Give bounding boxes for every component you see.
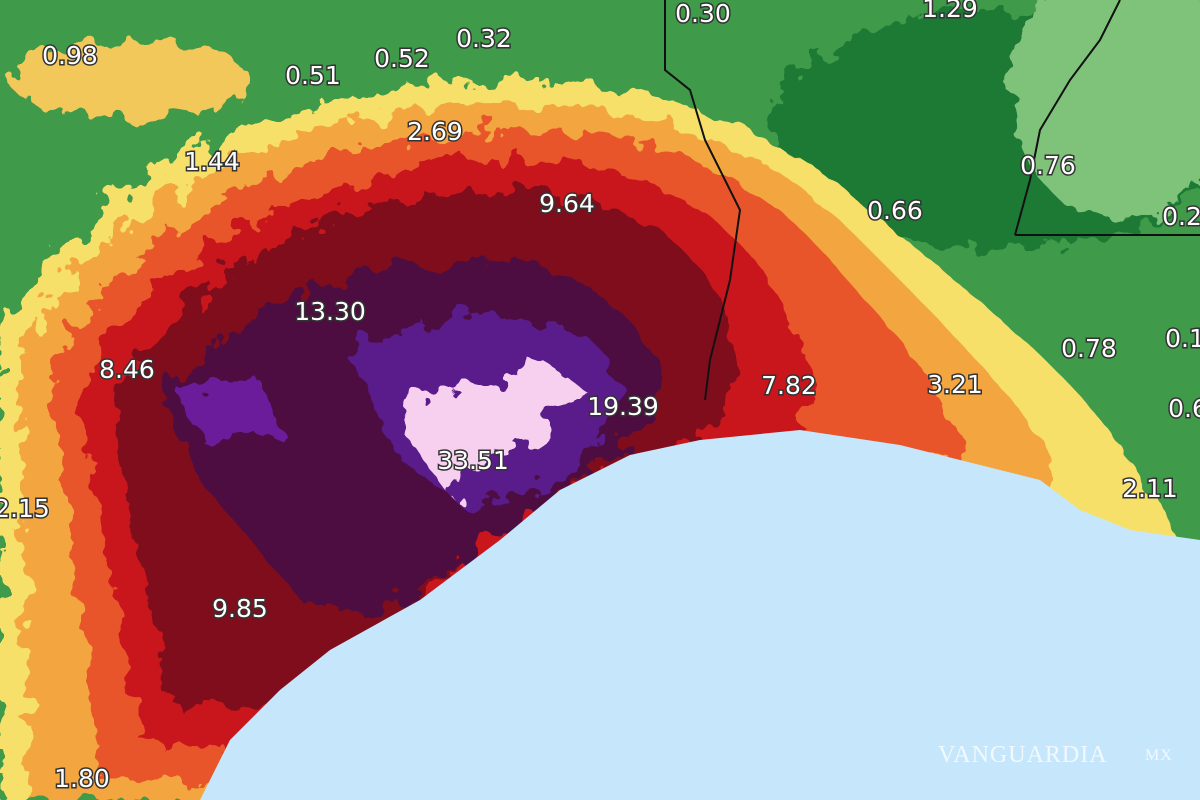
rainfall-label: 7.82 [761, 371, 817, 400]
rainfall-label: 0.78 [1061, 334, 1117, 363]
rainfall-label: 0.98 [42, 41, 98, 70]
rainfall-label: 0.66 [867, 196, 923, 225]
rainfall-label: 13.30 [294, 297, 366, 326]
rainfall-label: 33.51 [437, 446, 509, 475]
rainfall-label: 2.69 [407, 117, 463, 146]
rainfall-label: 8.46 [99, 355, 155, 384]
rainfall-label: 0.51 [285, 61, 341, 90]
rainfall-label: 0.6 [1168, 394, 1200, 423]
rainfall-label: 2.11 [1122, 474, 1178, 503]
state-border [1014, 0, 1200, 236]
watermark-suffix: MX [1145, 747, 1173, 764]
rainfall-label: 19.39 [587, 392, 659, 421]
state-border [664, 0, 742, 401]
rainfall-label: 0.30 [675, 0, 731, 28]
rainfall-label: 9.85 [212, 594, 268, 623]
gulf-of-mexico [200, 430, 1200, 800]
rainfall-label: 0.2 [1162, 202, 1200, 231]
watermark: VANGUARDIA [938, 742, 1108, 768]
rainfall-label: 1.44 [184, 147, 240, 176]
rainfall-label: 1.80 [54, 764, 110, 793]
rainfall-label: 9.64 [539, 189, 595, 218]
rainfall-label: 0.1 [1165, 324, 1200, 353]
rainfall-label: 3.21 [927, 370, 983, 399]
rainfall-label: 0.52 [374, 44, 430, 73]
rainfall-label: 1.29 [922, 0, 978, 23]
rainfall-label: 0.76 [1020, 151, 1076, 180]
rainfall-label: 2.15 [0, 494, 50, 523]
rainfall-label: 0.32 [456, 24, 512, 53]
